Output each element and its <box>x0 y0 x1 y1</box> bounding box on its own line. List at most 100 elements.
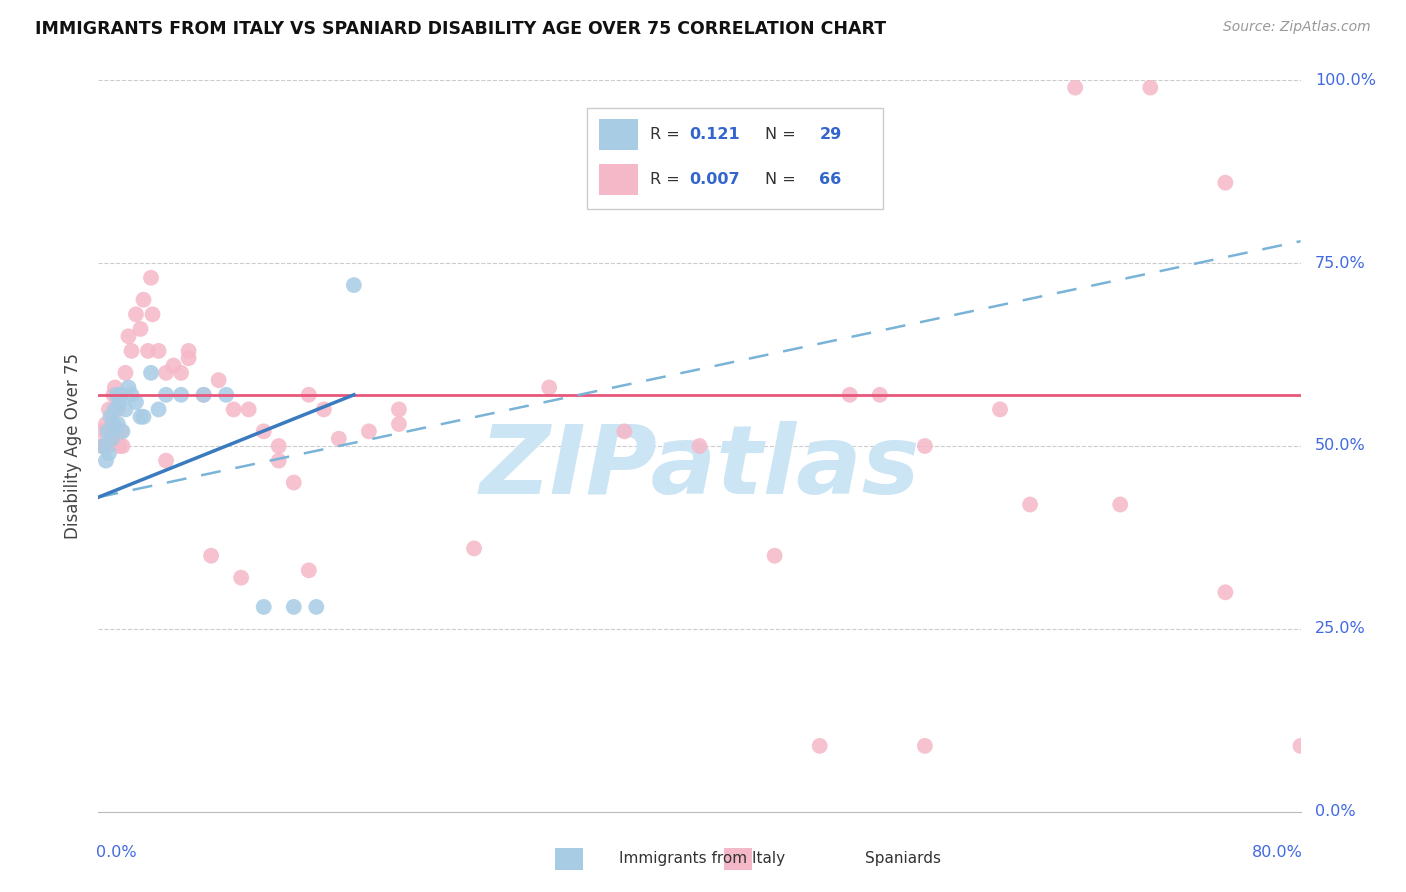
Point <box>125 395 148 409</box>
Point <box>111 425 134 439</box>
Point <box>111 439 134 453</box>
Text: 0.0%: 0.0% <box>96 845 136 860</box>
Point <box>298 563 321 577</box>
Point <box>357 425 380 439</box>
Point <box>100 432 122 446</box>
Point <box>1215 176 1237 190</box>
Point <box>155 366 177 380</box>
Text: 80.0%: 80.0% <box>1253 845 1303 860</box>
Point <box>129 322 152 336</box>
Point <box>193 388 215 402</box>
Point <box>141 307 163 321</box>
Text: 66: 66 <box>820 172 842 187</box>
Point <box>688 439 710 453</box>
Point <box>108 439 131 453</box>
Point <box>94 417 117 431</box>
Point <box>117 329 139 343</box>
Point <box>125 307 148 321</box>
Point <box>100 409 122 424</box>
Point <box>869 388 891 402</box>
Text: N =: N = <box>765 128 801 142</box>
Point <box>305 599 328 614</box>
Point <box>129 409 152 424</box>
Point <box>808 739 831 753</box>
Point <box>148 402 170 417</box>
Point <box>200 549 222 563</box>
Point <box>253 599 276 614</box>
Point <box>170 388 193 402</box>
FancyBboxPatch shape <box>724 848 752 870</box>
Point <box>208 373 231 387</box>
Point <box>988 402 1011 417</box>
Point <box>155 388 177 402</box>
Text: 75.0%: 75.0% <box>1315 256 1365 270</box>
Point <box>121 343 143 358</box>
Point <box>96 439 118 453</box>
Text: 0.007: 0.007 <box>689 172 740 187</box>
Point <box>162 359 184 373</box>
Point <box>283 599 305 614</box>
Point <box>1019 498 1042 512</box>
Point <box>170 366 193 380</box>
Point <box>388 402 411 417</box>
FancyBboxPatch shape <box>599 164 638 195</box>
Point <box>105 425 128 439</box>
Point <box>222 402 245 417</box>
Text: 0.121: 0.121 <box>689 128 740 142</box>
Point <box>93 439 115 453</box>
Text: 100.0%: 100.0% <box>1315 73 1376 87</box>
Text: 50.0%: 50.0% <box>1315 439 1365 453</box>
Point <box>104 402 127 417</box>
Point <box>136 343 159 358</box>
Point <box>139 366 162 380</box>
Point <box>121 388 143 402</box>
Point <box>343 278 366 293</box>
Text: Immigrants from Italy: Immigrants from Italy <box>619 851 785 865</box>
Point <box>267 453 290 467</box>
Text: 0.0%: 0.0% <box>1315 805 1355 819</box>
Point <box>114 402 136 417</box>
Point <box>132 409 155 424</box>
Point <box>155 453 177 467</box>
FancyBboxPatch shape <box>586 108 883 209</box>
Point <box>110 425 132 439</box>
Text: ZIPatlas: ZIPatlas <box>479 421 920 515</box>
Point <box>104 380 127 394</box>
Point <box>139 270 162 285</box>
Point <box>763 549 786 563</box>
Point <box>97 446 120 460</box>
Point <box>97 402 120 417</box>
Point <box>267 439 290 453</box>
Point <box>177 343 200 358</box>
Point <box>110 388 132 402</box>
Point <box>132 293 155 307</box>
Point <box>117 380 139 394</box>
Point <box>463 541 485 556</box>
Point <box>114 366 136 380</box>
Point <box>107 402 129 417</box>
Point <box>215 388 238 402</box>
Point <box>107 417 129 431</box>
Point <box>148 343 170 358</box>
Point <box>238 402 260 417</box>
Text: IMMIGRANTS FROM ITALY VS SPANIARD DISABILITY AGE OVER 75 CORRELATION CHART: IMMIGRANTS FROM ITALY VS SPANIARD DISABI… <box>35 20 886 37</box>
Point <box>312 402 335 417</box>
Text: N =: N = <box>765 172 801 187</box>
Point <box>103 388 125 402</box>
Point <box>388 417 411 431</box>
Point <box>101 417 124 431</box>
Point <box>90 439 112 453</box>
Point <box>96 425 118 439</box>
Point <box>1064 80 1087 95</box>
Text: R =: R = <box>650 128 685 142</box>
Point <box>108 395 131 409</box>
Text: 25.0%: 25.0% <box>1315 622 1365 636</box>
Point <box>538 380 561 394</box>
Y-axis label: Disability Age Over 75: Disability Age Over 75 <box>65 353 83 539</box>
Point <box>105 388 128 402</box>
Point <box>328 432 350 446</box>
Text: Spaniards: Spaniards <box>865 851 941 865</box>
Point <box>193 388 215 402</box>
Text: Source: ZipAtlas.com: Source: ZipAtlas.com <box>1223 20 1371 34</box>
Point <box>914 739 936 753</box>
